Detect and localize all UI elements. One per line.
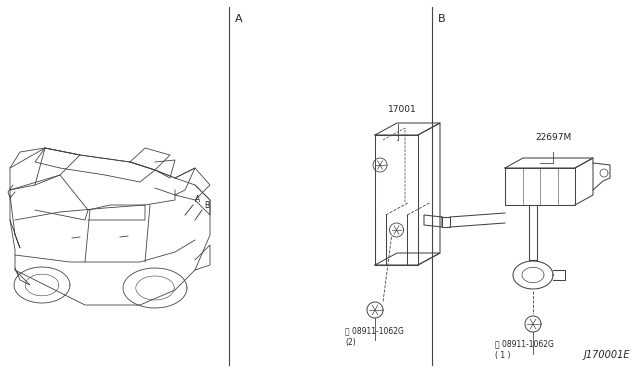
Text: A: A	[195, 195, 200, 204]
Text: B: B	[438, 14, 445, 24]
Text: 17001: 17001	[388, 105, 417, 114]
Text: B: B	[204, 201, 209, 210]
Text: ⓝ 08911-1062G
( 1 ): ⓝ 08911-1062G ( 1 )	[495, 339, 554, 360]
Text: J170001E: J170001E	[584, 350, 630, 360]
Text: 22697M: 22697M	[535, 133, 572, 142]
Text: A: A	[235, 14, 243, 24]
Text: ⓝ 08911-1062G
(2): ⓝ 08911-1062G (2)	[345, 326, 404, 347]
